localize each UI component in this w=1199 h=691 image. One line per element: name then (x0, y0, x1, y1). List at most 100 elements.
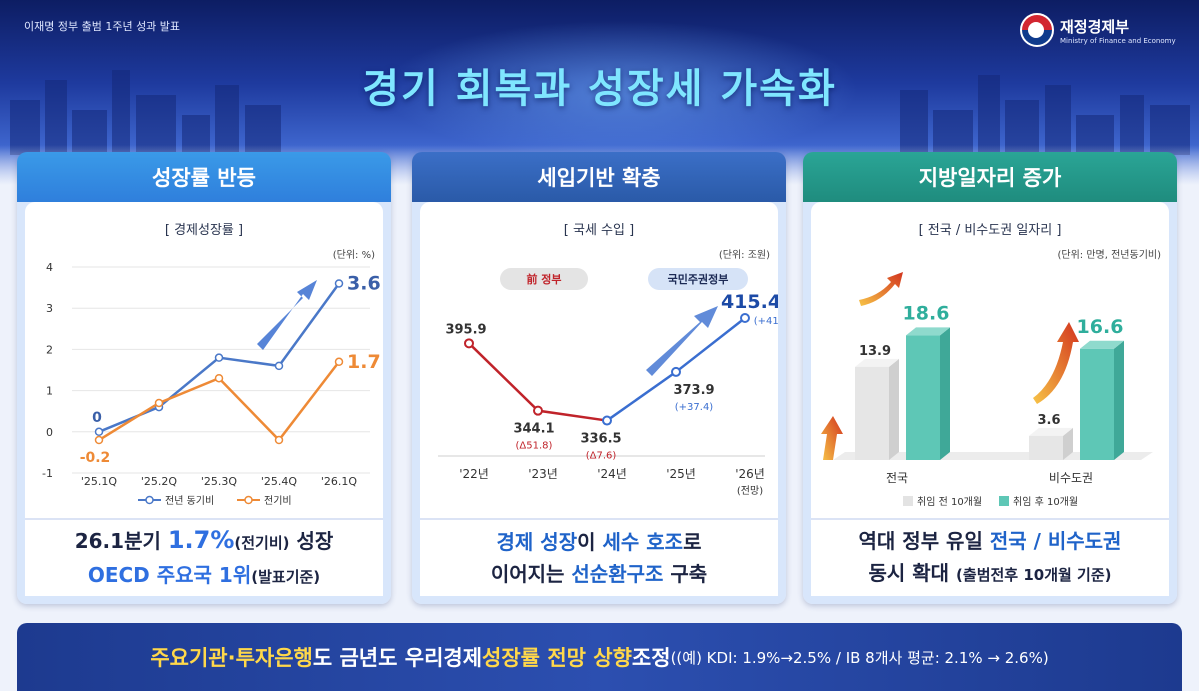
data-label: 13.9 (859, 344, 891, 359)
summary-highlight: OECD 주요국 1위 (87, 562, 252, 587)
data-point (464, 338, 474, 349)
x-tick-label: '26.1Q (321, 475, 358, 488)
growth-arrow-icon (257, 280, 317, 350)
chart-subtitle: [ 경제성장률 ] (165, 223, 243, 238)
summary-highlight: 세수 호조 (602, 530, 684, 554)
bar-top (906, 327, 950, 336)
data-label: 0 (92, 410, 102, 426)
bar-side (1063, 427, 1073, 460)
summary-highlight: 전국 / 비수도권 (989, 529, 1122, 553)
y-tick-label: 2 (46, 343, 53, 356)
summary-text: 이어지는 (490, 562, 572, 586)
bar-top (1080, 340, 1124, 349)
y-tick-label: -1 (42, 467, 53, 480)
data-label: 3.6 (1037, 413, 1060, 428)
summary-highlight: 선순환구조 (571, 562, 664, 586)
ministry-logo: 재정경제부 Ministry of Finance and Economy (1020, 13, 1176, 47)
data-point (671, 366, 681, 377)
panel-title: 지방일자리 증가 (918, 166, 1062, 190)
legend-after: 취임 후 10개월 (1013, 495, 1078, 508)
x-tick-label: '22년 (459, 467, 489, 481)
change-label: (+41.5) (754, 316, 778, 327)
panel-tax-revenue: 세입기반 확충 [ 국세 수입 ] (단위: 조원) 前 정부 국민주권정부 '… (412, 152, 786, 604)
panel-regional-jobs: 지방일자리 증가 [ 전국 / 비수도권 일자리 ] (단위: 만명, 전년동기… (803, 152, 1177, 604)
data-label: 395.9 (445, 322, 486, 337)
data-label: 16.6 (1077, 316, 1124, 338)
banner-text: 도 금년도 우리경제 (312, 646, 483, 670)
bar-side (1114, 340, 1124, 460)
y-tick-label: 1 (46, 385, 53, 398)
ministry-name-kr: 재정경제부 (1060, 17, 1130, 36)
data-point (602, 415, 612, 426)
x-tick-label: '25.1Q (81, 475, 118, 488)
panel-summary: 경제 성장이 세수 호조로 이어지는 선순환구조 구축 (420, 518, 778, 596)
x-tick-note: (전망) (737, 485, 763, 497)
x-tick-label: '25.4Q (261, 475, 298, 488)
data-point (214, 353, 224, 362)
data-label: 18.6 (903, 302, 950, 324)
banner-note: ((예) KDI: 1.9%→2.5% / IB 8개사 평균: 2.1% → … (670, 648, 1049, 667)
summary-text: 구축 (663, 562, 708, 586)
x-tick-label: '25.2Q (141, 475, 178, 488)
panel-title: 성장률 반등 (152, 166, 256, 190)
tag-curr-gov-label: 국민주권정부 (668, 272, 729, 286)
summary-highlight: 1.7% (167, 525, 235, 554)
hero-glow (380, 20, 860, 160)
banner-highlight: 성장률 전망 상향 (482, 646, 632, 670)
bar (855, 366, 889, 460)
banner-highlight: 주요기관·투자은행 (150, 646, 313, 670)
jobs-arrow-icon-left (821, 416, 843, 460)
series-line-2 (98, 360, 340, 442)
jobs-arrow-icon (1033, 322, 1079, 404)
panel-growth-rate: 성장률 반등 [ 경제성장률 ] (단위: %) 4 3 2 1 0 -1 '25.1Q '2… (17, 152, 391, 604)
data-label: 373.9 (673, 383, 714, 398)
taegeuk-emblem-icon (1020, 13, 1054, 47)
change-label: (+37.4) (675, 402, 714, 413)
bar (906, 335, 940, 460)
ministry-name-en: Ministry of Finance and Economy (1060, 36, 1176, 45)
event-caption: 이재명 정부 출범 1주년 성과 발표 (24, 20, 181, 33)
change-label: (Δ51.8) (516, 441, 553, 452)
data-point (274, 361, 284, 371)
data-point (740, 312, 750, 323)
bar-side (940, 327, 950, 460)
chart-legend: 전년 동기비 전기비 (138, 495, 292, 507)
banner-text: 조정 (631, 646, 671, 670)
legend-before: 취임 전 10개월 (917, 495, 982, 508)
data-label: -0.2 (80, 450, 111, 466)
summary-note: (출범전후 10개월 기준) (956, 566, 1112, 584)
y-tick-label: 4 (46, 261, 53, 274)
tax-revenue-chart: [ 국세 수입 ] (단위: 조원) 前 정부 국민주권정부 '22년 '23년 '… (438, 223, 786, 497)
x-tick-label: 비수도권 (1049, 471, 1093, 485)
data-point (154, 398, 164, 408)
y-tick-label: 3 (46, 302, 53, 315)
chart-legend: 취임 전 10개월 취임 후 10개월 (903, 495, 1078, 508)
legend-yoy: 전년 동기비 (165, 495, 214, 507)
chart-subtitle: [ 국세 수입 ] (564, 223, 634, 238)
x-tick-label: '25년 (666, 467, 696, 481)
panel-chart-area: [ 경제성장률 ] (단위: %) 4 3 2 1 0 -1 '25.1Q '25.2Q '25… (25, 202, 383, 518)
chart-unit: (단위: 만명, 전년동기비) (1057, 248, 1161, 261)
data-point (94, 427, 104, 437)
data-point (214, 373, 224, 383)
summary-text: 로 (683, 530, 702, 554)
data-label: 344.1 (513, 422, 554, 437)
chart-subtitle: [ 전국 / 비수도권 일자리 ] (919, 223, 1062, 238)
data-point (334, 279, 344, 288)
panel-summary: 26.1분기 1.7%(전기비) 성장 OECD 주요국 1위(발표기준) (25, 518, 383, 596)
change-label: (Δ7.6) (586, 451, 617, 462)
bottom-banner: 주요기관·투자은행 도 금년도 우리경제 성장률 전망 상향 조정 ((예) KDI… (17, 623, 1182, 691)
data-point (94, 435, 104, 445)
summary-text: 26.1분기 (74, 528, 168, 553)
bar-top (855, 358, 899, 367)
panel-title: 세입기반 확충 (537, 166, 661, 190)
x-tick-label: '25.3Q (201, 475, 238, 488)
summary-note: (전기비) (234, 533, 290, 552)
chart-unit: (단위: 조원) (719, 248, 770, 261)
page-title: 경기 회복과 성장세 가속화 (362, 66, 837, 112)
tag-prev-gov-label: 前 정부 (526, 272, 561, 286)
y-tick-label: 0 (46, 426, 53, 439)
summary-text: 역대 정부 유일 (858, 529, 990, 553)
tag-prev-gov (500, 268, 588, 290)
panel-chart-area: [ 전국 / 비수도권 일자리 ] (단위: 만명, 전년동기비) 13.9 18… (811, 202, 1169, 518)
